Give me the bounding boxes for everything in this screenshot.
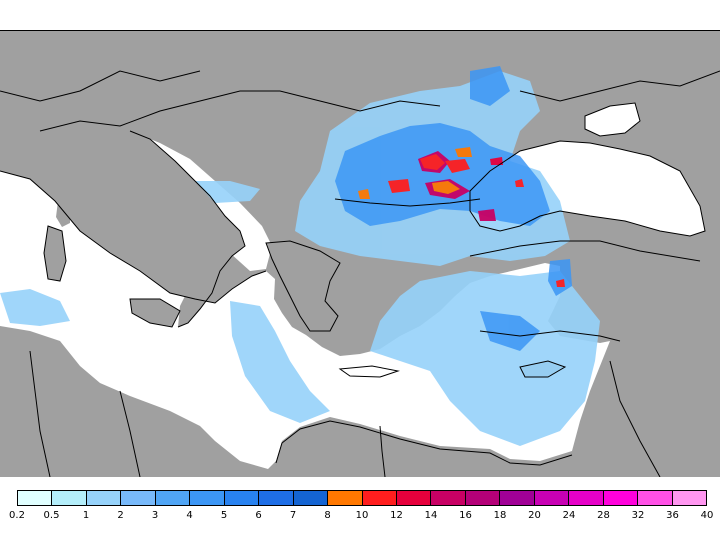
legend-swatch: [328, 491, 363, 505]
legend-label: 0.2: [9, 510, 25, 521]
legend-swatch: [638, 491, 673, 505]
legend-label: 0.5: [43, 510, 60, 521]
legend-label: 14: [424, 510, 438, 521]
map-canvas: [0, 31, 720, 477]
legend-label: 18: [493, 510, 507, 521]
legend-swatch: [52, 491, 87, 505]
legend-swatch: [121, 491, 156, 505]
legend-label: 7: [289, 510, 297, 521]
legend-swatch: [396, 491, 432, 505]
legend-label: 32: [631, 510, 645, 521]
legend-label: 40: [700, 510, 714, 521]
borders: [0, 70, 720, 477]
precip-moderate-layer: [335, 66, 572, 351]
legend-swatch: [224, 491, 260, 505]
color-scale-labels: 0.2 0.5 1 2 3 4 5 6 7 8 10 12 14 16 18 20 24 28 32 36 40: [0, 509, 720, 525]
land-north-africa: [0, 331, 268, 477]
legend-swatch: [603, 491, 639, 505]
legend-swatch: [431, 491, 466, 505]
legend-label: 36: [666, 510, 679, 521]
island-sicily: [130, 299, 180, 327]
precip-heavy-layer: [358, 147, 565, 287]
legend-swatch: [672, 491, 707, 505]
land-greece: [266, 241, 340, 331]
legend-swatch: [534, 491, 570, 505]
island-corsica: [56, 201, 70, 227]
legend-label: 8: [324, 510, 331, 521]
legend-swatch: [155, 491, 191, 505]
island-sardinia: [44, 226, 66, 281]
legend-label: 28: [597, 510, 610, 521]
land-libya-egypt: [276, 351, 720, 477]
legend-swatch: [569, 491, 604, 505]
legend-label: 6: [255, 510, 262, 521]
legend-label: 3: [151, 510, 159, 521]
legend-swatch: [500, 491, 535, 505]
color-scale-bar: [17, 490, 707, 506]
legend-label: 24: [562, 510, 576, 521]
legend-swatch: [293, 491, 329, 505]
legend-swatch: [362, 491, 397, 505]
legend-label: 2: [117, 510, 124, 521]
legend-label: 4: [186, 510, 193, 521]
legend-label: 12: [390, 510, 403, 521]
legend-label: 10: [355, 510, 369, 521]
legend-label: 16: [459, 510, 472, 521]
legend-label: 1: [82, 510, 90, 521]
sea-azov: [585, 103, 640, 136]
land-italy: [120, 131, 245, 327]
legend-label: 5: [220, 510, 228, 521]
legend-swatch: [86, 491, 122, 505]
legend-swatch: [465, 491, 501, 505]
legend-swatch: [190, 491, 225, 505]
legend-swatch: [18, 491, 53, 505]
island-crete: [340, 366, 398, 377]
legend-label: 20: [528, 510, 541, 521]
legend-swatch: [259, 491, 294, 505]
precipitation-map: [0, 30, 720, 477]
